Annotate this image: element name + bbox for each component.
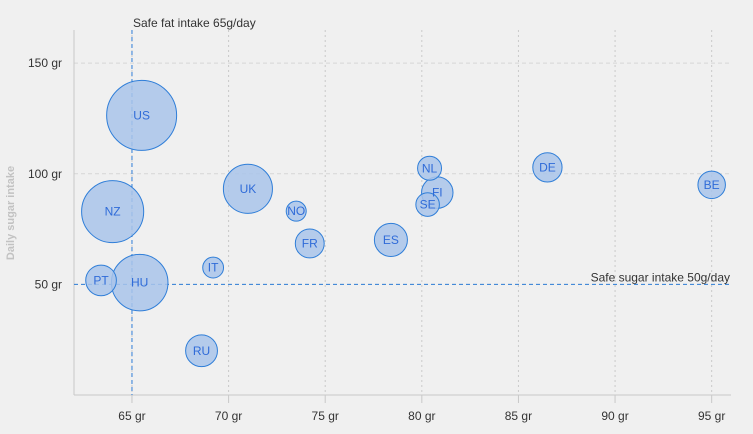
bubble-label-no: NO: [287, 204, 305, 218]
grid-lines: [74, 30, 731, 395]
bubble-uk: [222, 163, 273, 214]
fat-intake-plot-line-label: Safe fat intake 65g/day: [133, 16, 256, 30]
bubble-label-uk: UK: [240, 182, 257, 196]
bubble-de: [532, 152, 563, 183]
x-tick-label: 90 gr: [601, 409, 628, 423]
bubble-label-ru: RU: [193, 344, 210, 358]
y-tick-label: 150 gr: [28, 56, 62, 70]
bubble-it: [202, 256, 225, 279]
bubble-label-nz: NZ: [105, 205, 121, 219]
plot-lines: Safe fat intake 65g/day Safe sugar intake…: [74, 16, 731, 395]
y-axis-title: Daily sugar intake: [5, 166, 17, 260]
bubble-label-fr: FR: [302, 236, 318, 250]
bubble-label-de: DE: [539, 160, 556, 174]
bubble-nz: [81, 180, 145, 244]
y-tick-label: 50 gr: [35, 277, 62, 291]
bubble-label-hu: HU: [131, 276, 148, 290]
x-axis-ticks: 65 gr 70 gr 75 gr 80 gr 85 gr 90 gr 95 gr: [118, 395, 725, 423]
bubble-label-es: ES: [383, 233, 399, 247]
bubble-label-it: IT: [208, 261, 219, 275]
bubble-pt: [85, 264, 117, 297]
bubble-no: [285, 200, 307, 222]
bubble-series: US NZ HU UK ES RU FI PT DE FR BE NL SE IT NO: [81, 79, 726, 368]
y-axis-ticks: 50 gr 100 gr 150 gr: [28, 56, 62, 291]
x-tick-label: 85 gr: [505, 409, 532, 423]
x-tick-label: 75 gr: [312, 409, 339, 423]
bubble-ru: [185, 334, 218, 368]
y-tick-label: 100 gr: [28, 167, 62, 181]
sugar-intake-plot-line-label: Safe sugar intake 50g/day: [591, 270, 730, 284]
bubble-label-be: BE: [704, 178, 720, 192]
bubble-es: [373, 222, 408, 257]
x-tick-label: 70 gr: [215, 409, 242, 423]
x-tick-label: 65 gr: [118, 409, 145, 423]
bubble-us: [106, 79, 178, 151]
bubble-nl: [417, 155, 443, 181]
bubble-se: [415, 192, 440, 217]
bubble-fr: [294, 228, 325, 259]
bubble-be: [697, 170, 726, 200]
bubble-label-se: SE: [420, 198, 436, 212]
bubble-label-pt: PT: [93, 273, 109, 287]
bubble-label-nl: NL: [422, 161, 438, 175]
x-tick-label: 80 gr: [408, 409, 435, 423]
bubble-label-us: US: [133, 108, 150, 122]
axes: [73, 30, 731, 396]
bubble-label-fi: FI: [432, 186, 443, 200]
x-tick-label: 95 gr: [698, 409, 725, 423]
